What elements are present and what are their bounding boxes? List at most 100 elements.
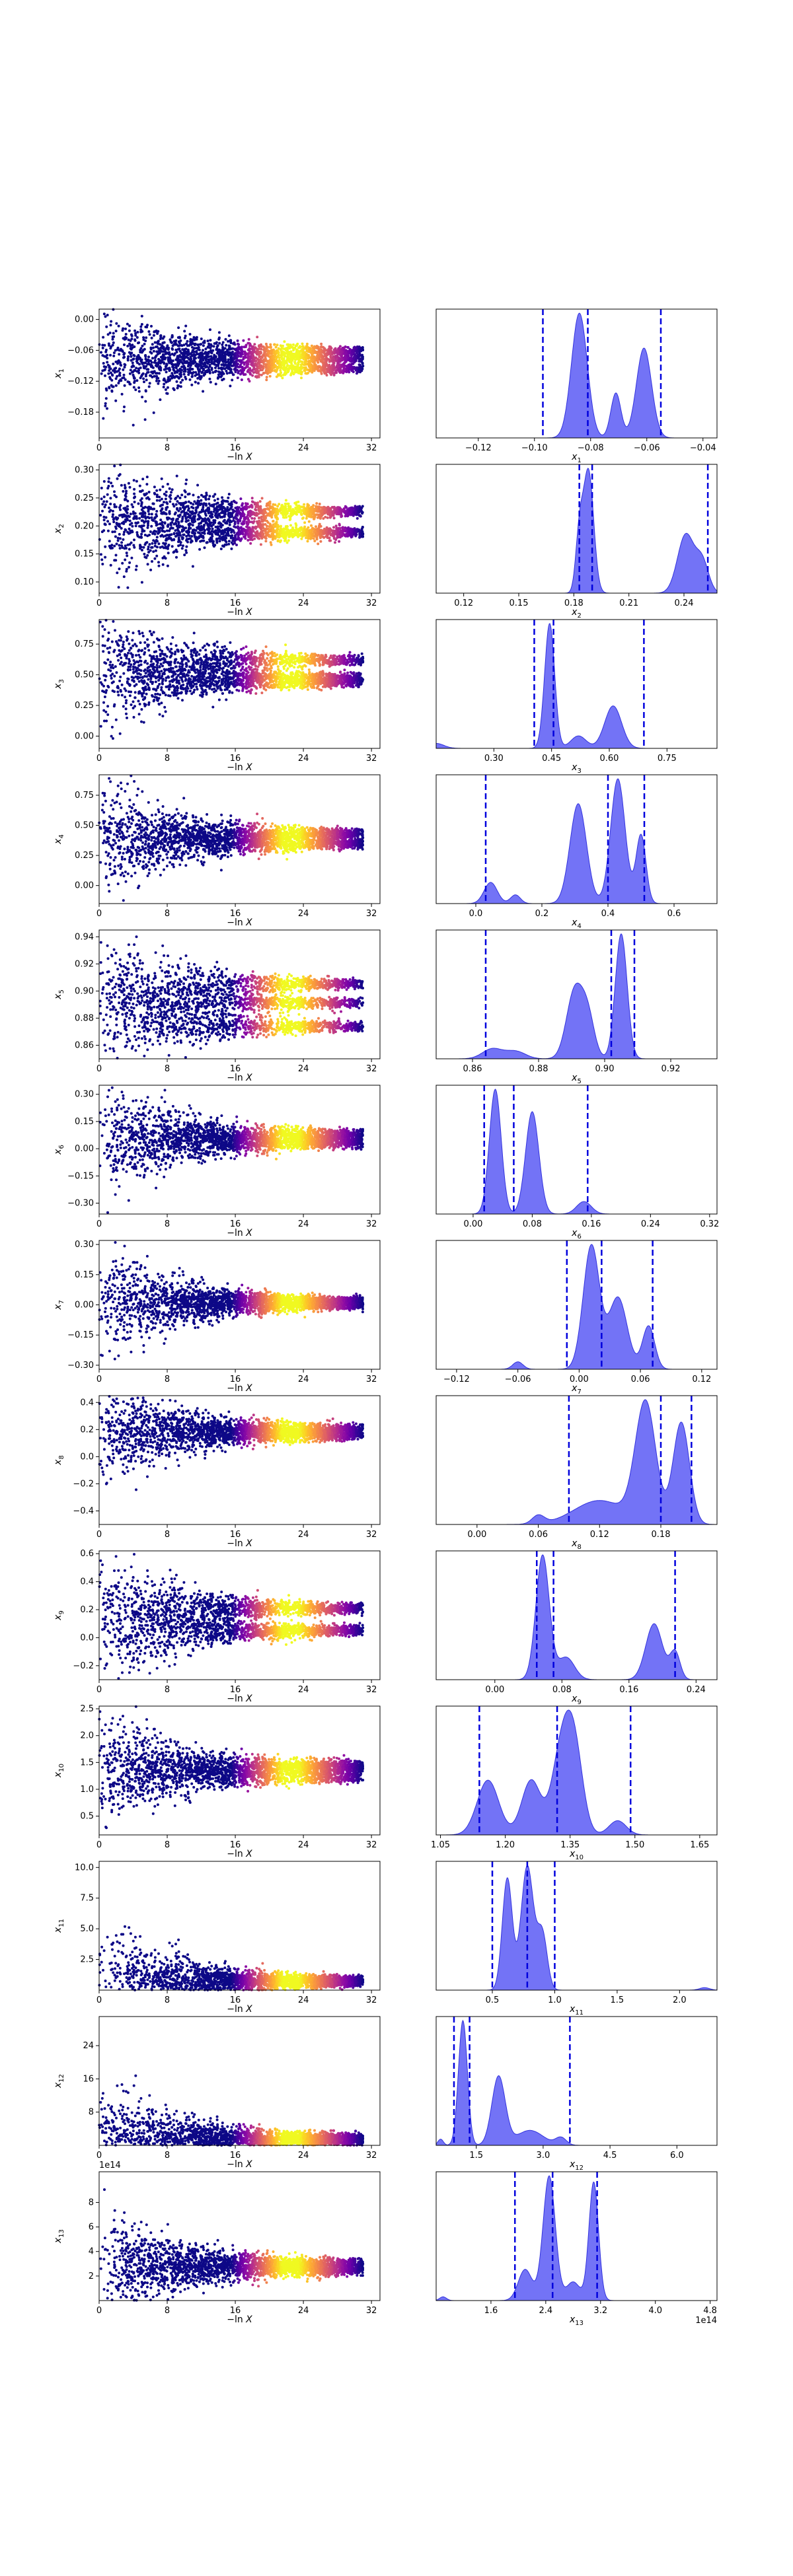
trace-point (130, 347, 132, 350)
trace-point (221, 346, 224, 349)
trace-point (220, 511, 223, 514)
trace-point (106, 408, 108, 410)
trace-point (210, 345, 213, 347)
trace-point (139, 351, 141, 353)
trace-point (176, 534, 179, 537)
trace-point (328, 537, 330, 540)
trace-point (174, 343, 176, 346)
trace-point (289, 535, 291, 538)
trace-point (338, 347, 341, 350)
trace-point (108, 522, 111, 525)
trace-point (147, 368, 149, 371)
trace-point (289, 519, 291, 521)
trace-point (222, 506, 225, 509)
trace-point (141, 519, 143, 522)
trace-point (123, 343, 126, 346)
trace-point (338, 523, 341, 526)
trace-point (116, 571, 118, 574)
trace-point (196, 363, 198, 365)
trace-point (126, 554, 128, 557)
trace-point (128, 482, 130, 485)
trace-point (126, 518, 129, 520)
trace-point (293, 502, 296, 505)
trace-point (133, 497, 135, 499)
trace-point (226, 372, 229, 375)
trace-point (247, 355, 250, 357)
trace-point (180, 344, 182, 347)
trace-point (133, 345, 135, 348)
trace-point (112, 513, 114, 516)
trace-point (331, 370, 334, 373)
trace-point (124, 378, 127, 381)
trace-point (171, 488, 174, 491)
trace-point (180, 375, 182, 378)
trace-point (235, 513, 237, 516)
trace-point (135, 569, 137, 571)
trace-point (275, 350, 278, 353)
trace-point (229, 535, 232, 538)
trace-point (208, 343, 210, 345)
trace-point (141, 323, 143, 326)
trace-point (192, 515, 195, 518)
trace-point (225, 500, 228, 503)
trace-point (207, 532, 209, 534)
trace-point (336, 536, 339, 538)
trace-point (332, 359, 335, 362)
trace-point (114, 505, 116, 508)
trace-point (147, 548, 149, 551)
trace-point (113, 490, 116, 493)
trace-point (167, 548, 169, 550)
trace-point (323, 349, 326, 352)
trace-point (113, 545, 116, 548)
trace-point (223, 515, 225, 518)
trace-point (338, 361, 340, 363)
trace-point (229, 371, 231, 374)
trace-point (138, 357, 141, 360)
trace-point (178, 522, 180, 524)
trace-point (154, 533, 157, 536)
trace-point (274, 516, 277, 519)
trace-point (122, 520, 125, 523)
trace-point (171, 348, 174, 351)
trace-point (235, 517, 238, 520)
trace-point (151, 513, 153, 515)
trace-point (108, 386, 110, 388)
trace-point (122, 490, 124, 493)
trace-point (308, 520, 311, 523)
trace-point (303, 503, 305, 506)
trace-point (220, 355, 223, 358)
trace-point (345, 349, 348, 352)
trace-point (150, 325, 153, 328)
trace-point (233, 358, 235, 361)
trace-point (147, 330, 150, 333)
trace-point (268, 364, 271, 367)
trace-point (119, 464, 122, 466)
trace-point (225, 508, 228, 511)
trace-point (124, 544, 127, 547)
trace-point (278, 353, 280, 355)
trace-point (178, 536, 180, 539)
trace-point (237, 376, 239, 379)
trace-point (249, 505, 252, 508)
trace-point (224, 544, 227, 546)
trace-point (134, 340, 137, 342)
trace-point (176, 475, 178, 478)
trace-point (145, 497, 148, 500)
trace-point (268, 515, 271, 517)
trace-point (162, 338, 165, 340)
trace-point (213, 544, 216, 546)
trace-point (292, 373, 295, 375)
trace-point (307, 537, 310, 540)
trace-point (154, 359, 157, 362)
trace-point (221, 496, 223, 499)
trace-point (285, 367, 287, 370)
trace-point (137, 369, 140, 372)
trace-point (123, 352, 126, 355)
trace-point (237, 507, 239, 509)
trace-point (189, 340, 192, 343)
trace-point (212, 363, 215, 365)
trace-point (313, 540, 316, 542)
x-tick-label: 32 (366, 443, 377, 453)
trace-point (252, 350, 254, 353)
trace-point (227, 497, 229, 499)
